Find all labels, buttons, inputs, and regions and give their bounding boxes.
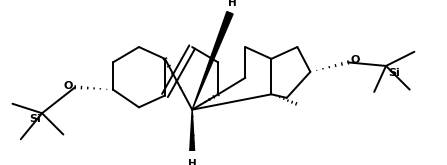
Polygon shape (190, 110, 195, 155)
Polygon shape (192, 12, 233, 110)
Text: H: H (228, 0, 237, 8)
Text: O: O (350, 55, 360, 65)
Text: O: O (63, 81, 73, 91)
Text: H: H (188, 159, 197, 165)
Text: Si: Si (388, 68, 400, 78)
Text: Si: Si (29, 114, 41, 124)
